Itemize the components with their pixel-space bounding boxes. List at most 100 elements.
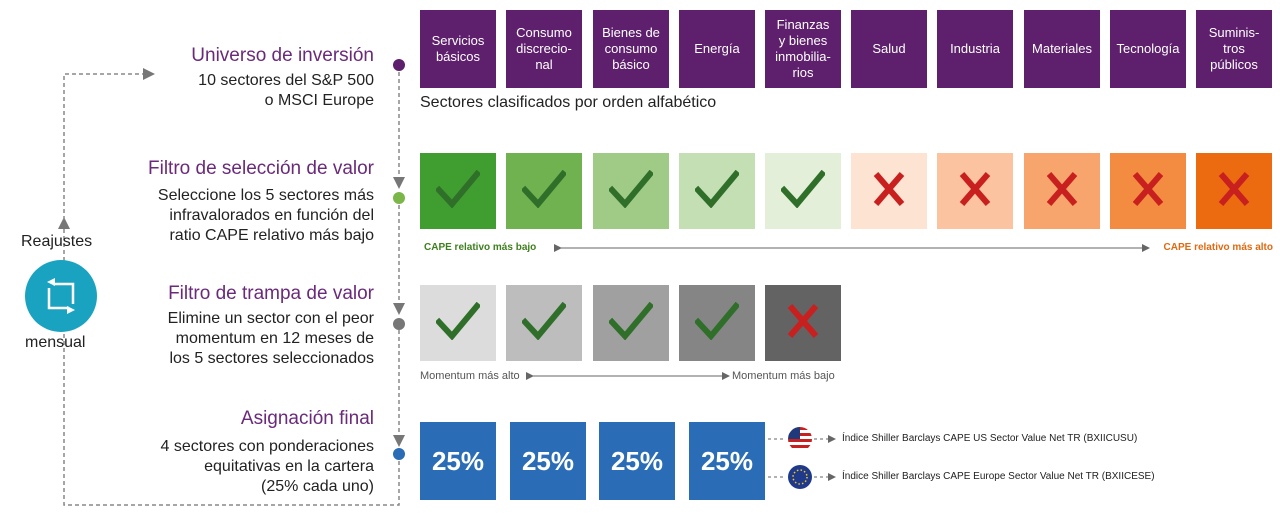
sector-label-line: rios xyxy=(792,65,814,80)
cape-low-label: CAPE relativo más bajo xyxy=(424,242,537,253)
step-dot-trap xyxy=(393,318,405,330)
cross-icon xyxy=(1217,171,1251,212)
sector-box: Industria xyxy=(937,10,1013,88)
check-icon xyxy=(434,301,482,345)
step-value-title: Filtro de selección de valor xyxy=(148,158,374,179)
value-square xyxy=(1196,153,1272,229)
eu-flag-icon xyxy=(788,465,812,489)
sector-label: Consumo discrecio-nal xyxy=(516,25,572,73)
sector-label-line: públicos xyxy=(1210,57,1258,72)
value-square xyxy=(593,153,669,229)
step-allocation-line1: 4 sectores con ponderaciones xyxy=(160,438,374,455)
step-dot-value xyxy=(393,192,405,204)
value-square xyxy=(765,153,841,229)
step-universe-line2: o MSCI Europe xyxy=(264,92,374,109)
sector-label-line: Suminis- xyxy=(1208,25,1260,40)
value-square xyxy=(937,153,1013,229)
value-square xyxy=(420,153,496,229)
sector-label-line: Consumo xyxy=(516,25,572,40)
sectors-caption: Sectores clasificados por orden alfabéti… xyxy=(420,94,717,111)
weight-box: 25% xyxy=(510,422,586,500)
sector-label-line: básicos xyxy=(435,49,481,64)
cross-icon xyxy=(872,171,906,212)
cross-icon xyxy=(1045,171,1079,212)
cape-high-label: CAPE relativo más alto xyxy=(1163,242,1273,253)
index-us: Índice Shiller Barclays CAPE US Sector V… xyxy=(842,433,1138,444)
step-universe-title: Universo de inversión xyxy=(191,45,374,66)
sector-label-line: Servicios xyxy=(431,33,485,48)
step-universe-desc: 10 sectores del S&P 500 o MSCI Europe xyxy=(198,71,374,111)
sector-label: Finanzas y bienes inmobilia-rios xyxy=(775,17,831,81)
sector-label-line: Materiales xyxy=(1032,41,1092,56)
momentum-high-label: Momentum más alto xyxy=(420,370,520,382)
refresh-icon xyxy=(25,260,97,332)
momentum-square xyxy=(420,285,496,361)
step-allocation-title: Asignación final xyxy=(240,408,374,429)
step-value-line2: infravalorados en función del xyxy=(169,207,374,224)
check-icon xyxy=(693,301,741,345)
index-eu: Índice Shiller Barclays CAPE Europe Sect… xyxy=(842,471,1155,482)
sector-label-line: Finanzas xyxy=(776,17,830,32)
check-icon xyxy=(520,169,568,213)
sector-label: Materiales xyxy=(1032,41,1092,57)
sector-label: Suminis-tros públicos xyxy=(1209,25,1260,73)
step-universe-line1: 10 sectores del S&P 500 xyxy=(198,72,374,89)
step-allocation-line3: (25% cada uno) xyxy=(261,478,374,495)
step-dot-universe xyxy=(393,59,405,71)
cross-icon xyxy=(958,171,992,212)
sector-box: Servicios básicos xyxy=(420,10,496,88)
weight-box: 25% xyxy=(599,422,675,500)
step-trap-line1: Elimine un sector con el peor xyxy=(167,310,374,327)
sector-box: Finanzas y bienes inmobilia-rios xyxy=(765,10,841,88)
sector-box: Materiales xyxy=(1024,10,1100,88)
step-trap-line2: momentum en 12 meses de xyxy=(175,330,374,347)
sector-label-line: básico xyxy=(612,57,650,72)
sector-label: Industria xyxy=(950,41,1000,57)
value-square xyxy=(506,153,582,229)
step-value-line1: Seleccione los 5 sectores más xyxy=(157,187,374,204)
sector-label-line: Tecnología xyxy=(1116,41,1180,56)
sector-label: Bienes de consumo básico xyxy=(602,25,660,73)
sector-box: Bienes de consumo básico xyxy=(593,10,669,88)
check-icon xyxy=(779,169,827,213)
step-value-desc: Seleccione los 5 sectores más infravalor… xyxy=(158,186,374,246)
momentum-square xyxy=(593,285,669,361)
cross-icon xyxy=(786,303,820,344)
sector-box: Energía xyxy=(679,10,755,88)
sector-box: Salud xyxy=(851,10,927,88)
sector-label-line: Energía xyxy=(694,41,740,56)
weight-box: 25% xyxy=(420,422,496,500)
check-icon xyxy=(434,169,482,213)
sector-label-line: tros xyxy=(1223,41,1245,56)
weight-box: 25% xyxy=(689,422,765,500)
sector-box: Tecnología xyxy=(1110,10,1186,88)
step-value-line3: ratio CAPE relativo más bajo xyxy=(169,227,374,244)
cross-icon xyxy=(1131,171,1165,212)
step-allocation-desc: 4 sectores con ponderaciones equitativas… xyxy=(161,437,374,497)
value-square xyxy=(1110,153,1186,229)
value-square xyxy=(1024,153,1100,229)
sector-label: Energía xyxy=(694,41,740,57)
sector-box: Suminis-tros públicos xyxy=(1196,10,1272,88)
value-square xyxy=(851,153,927,229)
step-trap-desc: Elimine un sector con el peor momentum e… xyxy=(168,309,374,369)
check-icon xyxy=(520,301,568,345)
us-flag-icon xyxy=(788,427,812,451)
sector-label-line: y bienes xyxy=(778,33,828,48)
sector-box: Consumo discrecio-nal xyxy=(506,10,582,88)
sector-label-line: Bienes de xyxy=(602,25,660,40)
momentum-low-label: Momentum más bajo xyxy=(732,370,835,382)
step-trap-title: Filtro de trampa de valor xyxy=(168,283,374,304)
sector-label: Salud xyxy=(872,41,905,57)
sector-label-line: discrecio- xyxy=(516,41,572,56)
sector-label-line: Industria xyxy=(950,41,1000,56)
step-trap-line3: los 5 sectores seleccionados xyxy=(169,350,374,367)
sector-label: Tecnología xyxy=(1117,41,1180,57)
check-icon xyxy=(693,169,741,213)
sector-label-line: Salud xyxy=(872,41,906,56)
momentum-square xyxy=(679,285,755,361)
sector-label-line: consumo xyxy=(604,41,658,56)
step-allocation-line2: equitativas en la cartera xyxy=(204,458,374,475)
momentum-square xyxy=(506,285,582,361)
